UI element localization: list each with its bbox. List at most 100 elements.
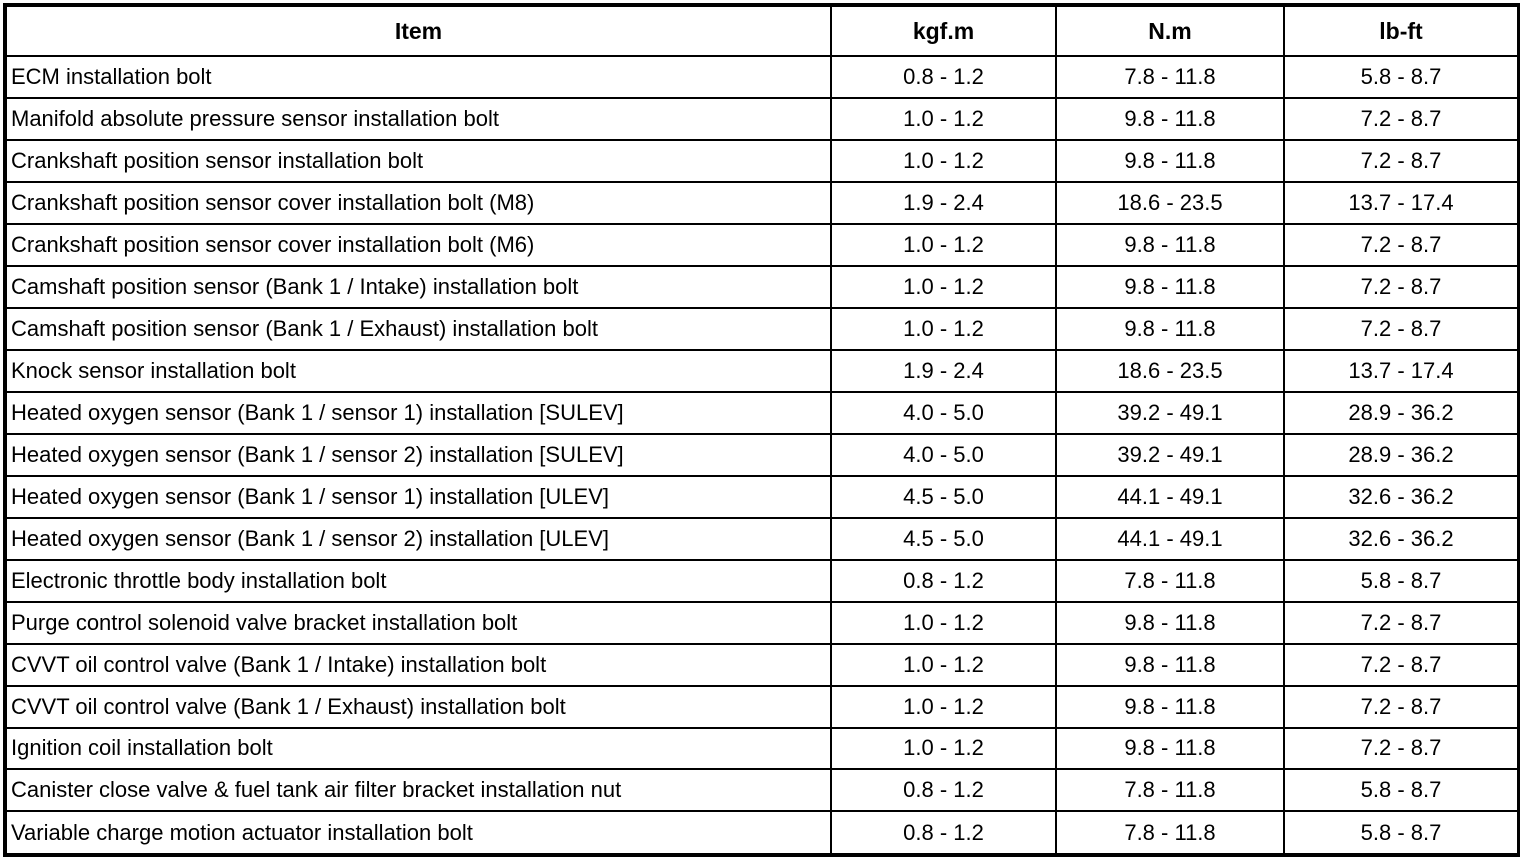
- nm-cell: 39.2 - 49.1: [1055, 432, 1285, 477]
- lbft-cell: 7.2 - 8.7: [1283, 138, 1520, 183]
- lbft-cell: 13.7 - 17.4: [1283, 348, 1520, 393]
- item-cell: Canister close valve & fuel tank air fil…: [4, 768, 832, 813]
- item-cell: Heated oxygen sensor (Bank 1 / sensor 1)…: [4, 474, 832, 519]
- nm-cell: 9.8 - 11.8: [1055, 96, 1285, 141]
- nm-cell: 9.8 - 11.8: [1055, 264, 1285, 309]
- torque-spec-table: Item kgf.m N.m lb-ft ECM installation bo…: [3, 3, 1520, 857]
- nm-cell: 7.8 - 11.8: [1055, 55, 1285, 99]
- table-row: Knock sensor installation bolt 1.9 - 2.4 1…: [4, 348, 1520, 393]
- lbft-cell: 13.7 - 17.4: [1283, 180, 1520, 225]
- table-row: Heated oxygen sensor (Bank 1 / sensor 1)…: [4, 474, 1520, 519]
- nm-cell: 39.2 - 49.1: [1055, 390, 1285, 435]
- nm-cell: 9.8 - 11.8: [1055, 726, 1285, 771]
- nm-cell: 18.6 - 23.5: [1055, 348, 1285, 393]
- lbft-cell: 7.2 - 8.7: [1283, 684, 1520, 729]
- table-row: Crankshaft position sensor installation …: [4, 138, 1520, 183]
- lbft-cell: 7.2 - 8.7: [1283, 306, 1520, 351]
- table-row: CVVT oil control valve (Bank 1 / Exhaust…: [4, 684, 1520, 729]
- kgfm-cell: 1.0 - 1.2: [830, 264, 1057, 309]
- item-cell: CVVT oil control valve (Bank 1 / Intake)…: [4, 642, 832, 687]
- table-row: Ignition coil installation bolt 1.0 - 1.2…: [4, 726, 1520, 771]
- nm-cell: 7.8 - 11.8: [1055, 558, 1285, 603]
- item-cell: Crankshaft position sensor installation …: [4, 138, 832, 183]
- lbft-cell: 32.6 - 36.2: [1283, 474, 1520, 519]
- nm-cell: 44.1 - 49.1: [1055, 516, 1285, 561]
- kgfm-cell: 1.0 - 1.2: [830, 222, 1057, 267]
- table-row: Heated oxygen sensor (Bank 1 / sensor 1)…: [4, 390, 1520, 435]
- table-row: Canister close valve & fuel tank air fil…: [4, 768, 1520, 813]
- lbft-cell: 7.2 - 8.7: [1283, 96, 1520, 141]
- item-cell: Crankshaft position sensor cover install…: [4, 222, 832, 267]
- table-row: Crankshaft position sensor cover install…: [4, 180, 1520, 225]
- kgfm-cell: 1.0 - 1.2: [830, 684, 1057, 729]
- lbft-cell: 7.2 - 8.7: [1283, 726, 1520, 771]
- column-header-nm: N.m: [1055, 4, 1285, 57]
- kgfm-cell: 0.8 - 1.2: [830, 55, 1057, 99]
- kgfm-cell: 1.0 - 1.2: [830, 96, 1057, 141]
- lbft-cell: 32.6 - 36.2: [1283, 516, 1520, 561]
- kgfm-cell: 1.0 - 1.2: [830, 600, 1057, 645]
- kgfm-cell: 0.8 - 1.2: [830, 810, 1057, 856]
- column-header-item: Item: [4, 4, 832, 57]
- lbft-cell: 5.8 - 8.7: [1283, 810, 1520, 856]
- lbft-cell: 5.8 - 8.7: [1283, 768, 1520, 813]
- table-row: Variable charge motion actuator installa…: [4, 810, 1520, 856]
- nm-cell: 44.1 - 49.1: [1055, 474, 1285, 519]
- lbft-cell: 7.2 - 8.7: [1283, 222, 1520, 267]
- kgfm-cell: 1.0 - 1.2: [830, 138, 1057, 183]
- nm-cell: 9.8 - 11.8: [1055, 222, 1285, 267]
- kgfm-cell: 4.5 - 5.0: [830, 516, 1057, 561]
- table-row: ECM installation bolt 0.8 - 1.2 7.8 - 11.8…: [4, 55, 1520, 99]
- column-header-lbft: lb-ft: [1283, 4, 1520, 57]
- table-body: ECM installation bolt 0.8 - 1.2 7.8 - 11.8…: [4, 55, 1520, 856]
- lbft-cell: 5.8 - 8.7: [1283, 558, 1520, 603]
- item-cell: Heated oxygen sensor (Bank 1 / sensor 1)…: [4, 390, 832, 435]
- kgfm-cell: 1.0 - 1.2: [830, 726, 1057, 771]
- item-cell: Purge control solenoid valve bracket ins…: [4, 600, 832, 645]
- kgfm-cell: 0.8 - 1.2: [830, 768, 1057, 813]
- item-cell: Heated oxygen sensor (Bank 1 / sensor 2)…: [4, 432, 832, 477]
- table-row: Heated oxygen sensor (Bank 1 / sensor 2)…: [4, 516, 1520, 561]
- nm-cell: 9.8 - 11.8: [1055, 306, 1285, 351]
- lbft-cell: 28.9 - 36.2: [1283, 432, 1520, 477]
- item-cell: CVVT oil control valve (Bank 1 / Exhaust…: [4, 684, 832, 729]
- kgfm-cell: 1.0 - 1.2: [830, 642, 1057, 687]
- nm-cell: 9.8 - 11.8: [1055, 600, 1285, 645]
- table-row: Crankshaft position sensor cover install…: [4, 222, 1520, 267]
- kgfm-cell: 0.8 - 1.2: [830, 558, 1057, 603]
- table-row: Electronic throttle body installation bo…: [4, 558, 1520, 603]
- item-cell: Camshaft position sensor (Bank 1 / Exhau…: [4, 306, 832, 351]
- lbft-cell: 28.9 - 36.2: [1283, 390, 1520, 435]
- table-row: Heated oxygen sensor (Bank 1 / sensor 2)…: [4, 432, 1520, 477]
- table-row: Camshaft position sensor (Bank 1 / Exhau…: [4, 306, 1520, 351]
- item-cell: Camshaft position sensor (Bank 1 / Intak…: [4, 264, 832, 309]
- item-cell: Variable charge motion actuator installa…: [4, 810, 832, 856]
- lbft-cell: 7.2 - 8.7: [1283, 642, 1520, 687]
- nm-cell: 18.6 - 23.5: [1055, 180, 1285, 225]
- header-row: Item kgf.m N.m lb-ft: [4, 4, 1520, 57]
- table-row: Manifold absolute pressure sensor instal…: [4, 96, 1520, 141]
- item-cell: Manifold absolute pressure sensor instal…: [4, 96, 832, 141]
- item-cell: Heated oxygen sensor (Bank 1 / sensor 2)…: [4, 516, 832, 561]
- kgfm-cell: 4.0 - 5.0: [830, 432, 1057, 477]
- kgfm-cell: 4.0 - 5.0: [830, 390, 1057, 435]
- kgfm-cell: 1.9 - 2.4: [830, 348, 1057, 393]
- item-cell: ECM installation bolt: [4, 55, 832, 99]
- nm-cell: 9.8 - 11.8: [1055, 684, 1285, 729]
- column-header-kgfm: kgf.m: [830, 4, 1057, 57]
- table-row: Purge control solenoid valve bracket ins…: [4, 600, 1520, 645]
- item-cell: Electronic throttle body installation bo…: [4, 558, 832, 603]
- lbft-cell: 7.2 - 8.7: [1283, 264, 1520, 309]
- lbft-cell: 5.8 - 8.7: [1283, 55, 1520, 99]
- nm-cell: 7.8 - 11.8: [1055, 810, 1285, 856]
- item-cell: Knock sensor installation bolt: [4, 348, 832, 393]
- table-row: CVVT oil control valve (Bank 1 / Intake)…: [4, 642, 1520, 687]
- lbft-cell: 7.2 - 8.7: [1283, 600, 1520, 645]
- nm-cell: 9.8 - 11.8: [1055, 138, 1285, 183]
- kgfm-cell: 4.5 - 5.0: [830, 474, 1057, 519]
- kgfm-cell: 1.0 - 1.2: [830, 306, 1057, 351]
- item-cell: Ignition coil installation bolt: [4, 726, 832, 771]
- nm-cell: 9.8 - 11.8: [1055, 642, 1285, 687]
- nm-cell: 7.8 - 11.8: [1055, 768, 1285, 813]
